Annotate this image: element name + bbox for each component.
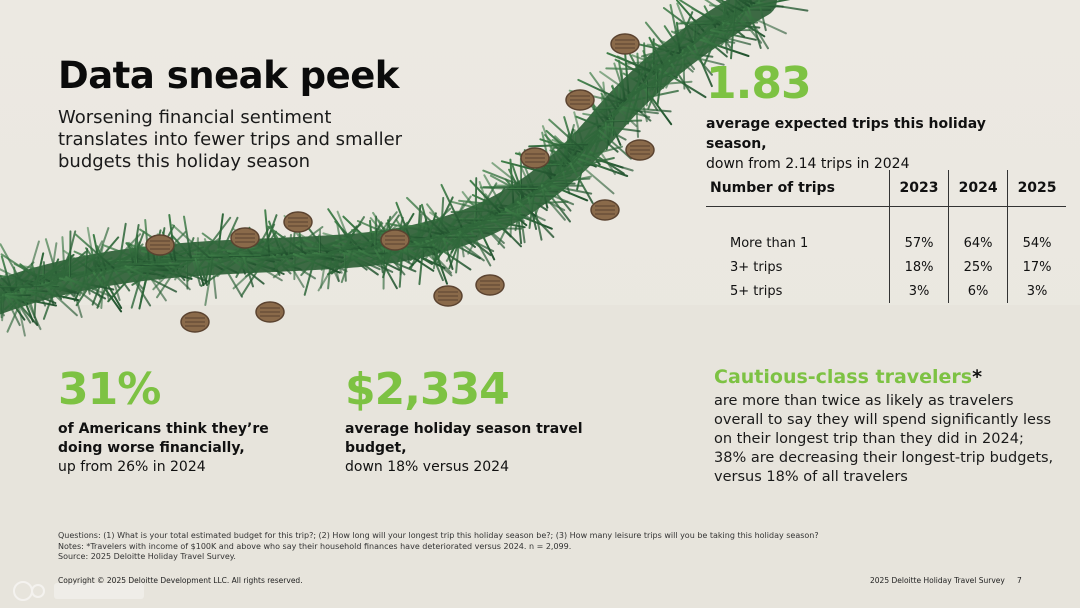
page-title: Data sneak peek <box>58 54 399 97</box>
footer-survey-name: 2025 Deloitte Holiday Travel Survey <box>870 576 1005 585</box>
table-row: 3+ trips 18% 25% 17% <box>706 255 1066 279</box>
financial-desc-rest: up from 26% in 2024 <box>58 459 206 475</box>
table-row: More than 1 57% 64% 54% <box>706 231 1066 255</box>
table-cell: 3% <box>889 279 949 303</box>
cautious-title-text: Cautious-class travelers <box>714 366 973 388</box>
watermark-logo <box>13 581 144 601</box>
cautious-travelers-description: are more than twice as likely as travele… <box>714 393 1054 485</box>
table-cell: 57% <box>889 231 949 255</box>
budget-stat-description: average holiday season travel budget, do… <box>345 420 645 477</box>
table-cell: 25% <box>948 255 1008 279</box>
table-row: 5+ trips 3% 6% 3% <box>706 279 1066 303</box>
table-header: 2024 <box>948 170 1008 207</box>
table-cell: 3+ trips <box>730 259 783 275</box>
table-cell: 5+ trips <box>730 283 783 299</box>
budget-desc-bold: average holiday season travel budget, <box>345 421 583 456</box>
table-cell: More than 1 <box>730 235 809 251</box>
table-cell: 3% <box>1007 279 1066 303</box>
cautious-travelers-title: Cautious-class travelers* <box>714 366 982 388</box>
bottom-band <box>0 305 1080 608</box>
budget-desc-rest: down 18% versus 2024 <box>345 459 509 475</box>
table-cell: 64% <box>948 231 1008 255</box>
avg-trips-desc-rest: down from 2.14 trips in 2024 <box>706 156 910 172</box>
table-cell: 54% <box>1007 231 1066 255</box>
table-header-row: Number of trips 2023 2024 2025 <box>706 170 1066 207</box>
table-header: Number of trips <box>710 180 835 196</box>
footnotes: Questions: (1) What is your total estima… <box>58 531 958 563</box>
table-header: 2023 <box>889 170 949 207</box>
source-note: Source: 2025 Deloitte Holiday Travel Sur… <box>58 552 236 561</box>
pine-garland-image <box>0 0 809 337</box>
page-subtitle: Worsening financial sentiment translates… <box>58 107 403 172</box>
questions-note: Questions: (1) What is your total estima… <box>58 531 819 540</box>
trips-table: Number of trips 2023 2024 2025 More than… <box>706 170 1066 303</box>
footnote-star: * <box>972 366 983 388</box>
budget-stat-value: $2,334 <box>345 364 510 415</box>
copyright: Copyright © 2025 Deloitte Development LL… <box>58 576 303 585</box>
notes-note: Notes: *Travelers with income of $100K a… <box>58 541 572 551</box>
financial-stat-description: of Americans think they’re doing worse f… <box>58 420 298 477</box>
table-cell: 6% <box>948 279 1008 303</box>
table-cell: 18% <box>889 255 949 279</box>
page-number: 7 <box>1017 576 1022 585</box>
table-header: 2025 <box>1007 170 1066 207</box>
financial-desc-bold: of Americans think they’re doing worse f… <box>58 421 269 456</box>
avg-trips-desc-bold: average expected trips this holiday seas… <box>706 116 986 152</box>
avg-trips-value: 1.83 <box>706 58 812 109</box>
table-cell: 17% <box>1007 255 1066 279</box>
avg-trips-description: average expected trips this holiday seas… <box>706 114 1046 174</box>
financial-stat-value: 31% <box>58 364 161 415</box>
